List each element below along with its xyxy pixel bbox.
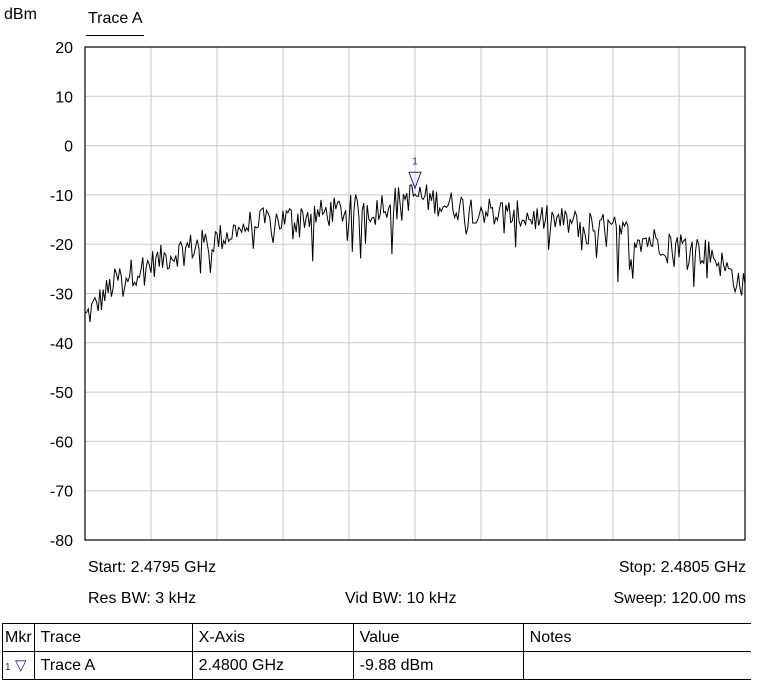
row-marker-number: 1 — [5, 662, 11, 673]
y-tick-label: -70 — [50, 484, 73, 501]
y-tick-label: -40 — [50, 336, 73, 353]
row-trace: Trace A — [33, 651, 193, 680]
marker-table-header: Mkr Trace X-Axis Value Notes — [2, 623, 751, 652]
y-tick-label: 20 — [55, 40, 73, 57]
spectrum-plot: 20 10 0 -10 -20 -30 -40 -50 -60 -70 -80 1 — [50, 40, 746, 550]
video-bandwidth: Vid BW: 10 kHz — [345, 590, 457, 607]
header-trace: Trace — [33, 623, 193, 652]
y-axis-unit-label: dBm — [4, 6, 37, 23]
marker-1-label: 1 — [412, 156, 418, 167]
marker-table: Mkr Trace X-Axis Value Notes 1 ▽ Trace A… — [2, 623, 751, 680]
trace-a-line — [84, 184, 746, 322]
y-tick-label: -60 — [50, 434, 73, 451]
marker-1: 1 — [408, 156, 422, 190]
header-mkr: Mkr — [2, 623, 35, 652]
header-x-axis: X-Axis — [191, 623, 354, 652]
row-value: -9.88 dBm — [352, 651, 524, 680]
y-tick-label: -80 — [50, 533, 73, 550]
y-tick-label: -10 — [50, 188, 73, 205]
marker-table-row[interactable]: 1 ▽ Trace A 2.4800 GHz -9.88 dBm — [2, 651, 751, 680]
header-notes: Notes — [522, 623, 751, 652]
row-notes[interactable] — [522, 651, 751, 680]
y-tick-labels: 20 10 0 -10 -20 -30 -40 -50 -60 -70 -80 — [50, 40, 73, 550]
stop-frequency: Stop: 2.4805 GHz — [618, 559, 746, 576]
y-tick-label: 10 — [55, 89, 73, 106]
plot-frame — [84, 46, 746, 541]
row-marker-cell: 1 ▽ — [2, 651, 35, 680]
sweep-time: Sweep: 120.00 ms — [613, 590, 746, 607]
grid-lines — [85, 47, 745, 540]
y-tick-label: -50 — [50, 385, 73, 402]
row-x-axis: 2.4800 GHz — [191, 651, 354, 680]
y-tick-label: -20 — [50, 237, 73, 254]
header-value: Value — [352, 623, 524, 652]
y-tick-label: 0 — [64, 139, 73, 156]
legend-trace-name: Trace A — [88, 10, 143, 27]
marker-1-triangle-icon — [408, 171, 422, 190]
y-tick-label: -30 — [50, 287, 73, 304]
resolution-bandwidth: Res BW: 3 kHz — [88, 590, 197, 607]
start-frequency: Start: 2.4795 GHz — [88, 559, 217, 576]
legend-underline — [86, 35, 144, 36]
marker-triangle-icon: ▽ — [15, 657, 27, 674]
